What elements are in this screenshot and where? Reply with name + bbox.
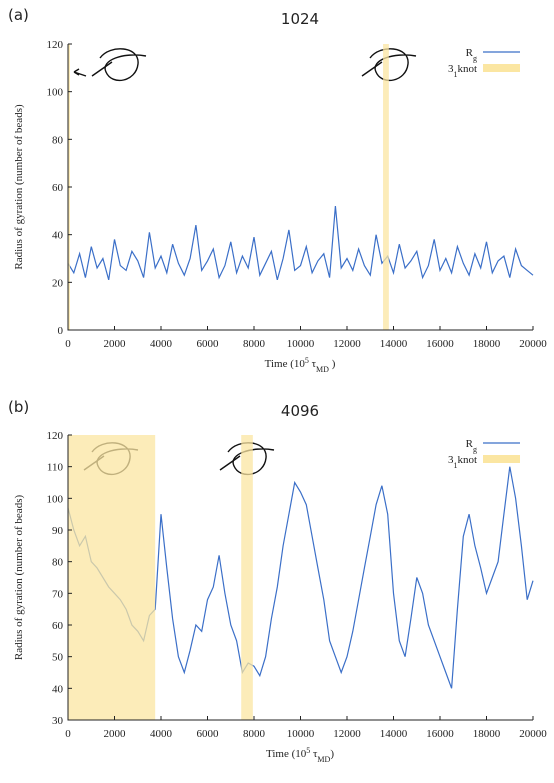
legend-label: Rg: [466, 47, 477, 63]
x-tick-label: 6000: [197, 728, 220, 740]
legend-label: Rg: [466, 438, 477, 454]
x-tick-label: 20000: [519, 728, 547, 740]
legend-label-part: 3: [448, 63, 454, 75]
y-tick-label: 70: [52, 588, 64, 600]
y-tick-label: 40: [52, 683, 64, 695]
x-tick-label: 14000: [380, 728, 408, 740]
y-axis-label: Radius of gyration (number of beads): [13, 104, 25, 270]
legend-label: 31knot: [448, 63, 477, 79]
rg-line: [67, 206, 534, 281]
legend-label-part: g: [473, 445, 477, 454]
legend-label: 31knot: [448, 454, 477, 470]
x-tick-label: 16000: [426, 338, 454, 350]
x-axis-label-part: MD: [317, 755, 330, 764]
x-tick-label: 2000: [104, 338, 127, 350]
x-axis-label: Time (105 τMD ): [265, 356, 336, 374]
y-tick-label: 40: [52, 230, 64, 242]
x-tick-label: 18000: [473, 728, 501, 740]
x-tick-label: 14000: [380, 338, 408, 350]
y-tick-label: 120: [47, 39, 64, 51]
x-axis-label-part: Time (10: [265, 358, 306, 370]
x-tick-label: 12000: [333, 728, 361, 740]
y-tick-label: 0: [58, 325, 64, 337]
legend-swatch: [483, 455, 520, 463]
x-axis-label-part: MD: [316, 365, 329, 374]
y-tick-label: 20: [52, 277, 64, 289]
x-axis-label: Time (105 τMD): [266, 746, 334, 764]
y-tick-label: 100: [47, 493, 64, 505]
legend-label-part: g: [473, 54, 477, 63]
x-tick-label: 0: [65, 728, 71, 740]
legend-label-part: R: [466, 47, 474, 59]
x-tick-label: 12000: [333, 338, 361, 350]
x-tick-label: 10000: [287, 338, 315, 350]
x-tick-label: 10000: [287, 728, 315, 740]
legend-label-part: 3: [448, 454, 454, 466]
y-axis-label: Radius of gyration (number of beads): [13, 495, 25, 661]
legend-label-part: 1: [453, 70, 457, 79]
panel-label: (a): [8, 6, 29, 24]
x-tick-label: 4000: [150, 728, 173, 740]
x-tick-label: 8000: [243, 338, 266, 350]
axis-line: [67, 44, 533, 331]
x-axis-label-part: 5: [306, 746, 310, 755]
y-tick-label: 50: [52, 652, 64, 664]
knot-band: [241, 435, 253, 720]
y-tick-label: 60: [52, 620, 64, 632]
legend-swatch: [483, 64, 520, 72]
y-tick-label: 30: [52, 715, 64, 727]
y-tick-label: 120: [47, 430, 64, 442]
y-tick-label: 80: [52, 557, 64, 569]
legend-label-part: 1: [453, 461, 457, 470]
x-tick-label: 16000: [426, 728, 454, 740]
legend-label-part: R: [466, 438, 474, 450]
panel-label: (b): [8, 398, 29, 416]
x-axis-label-part: ): [330, 748, 334, 760]
legend-label-part: knot: [457, 454, 477, 466]
x-tick-label: 4000: [150, 338, 173, 350]
x-axis-label-part: τ: [310, 748, 318, 760]
x-tick-label: 8000: [243, 728, 266, 740]
x-tick-label: 18000: [473, 338, 501, 350]
y-tick-label: 90: [52, 525, 64, 537]
knot-band: [68, 435, 156, 720]
knot-band: [383, 44, 389, 330]
chart-title: 4096: [281, 402, 319, 420]
y-tick-label: 80: [52, 134, 64, 146]
x-axis-label-part: τ: [309, 358, 317, 370]
x-tick-label: 20000: [519, 338, 547, 350]
legend-label-part: knot: [457, 63, 477, 75]
chart-title: 1024: [281, 10, 319, 28]
x-tick-label: 2000: [104, 728, 127, 740]
x-tick-label: 6000: [197, 338, 220, 350]
x-tick-label: 0: [65, 338, 71, 350]
y-tick-label: 100: [47, 87, 64, 99]
x-axis-label-part: 5: [305, 356, 309, 365]
y-tick-label: 60: [52, 182, 64, 194]
y-tick-label: 110: [47, 462, 64, 474]
x-axis-label-part: ): [329, 358, 336, 370]
x-axis-label-part: Time (10: [266, 748, 307, 760]
